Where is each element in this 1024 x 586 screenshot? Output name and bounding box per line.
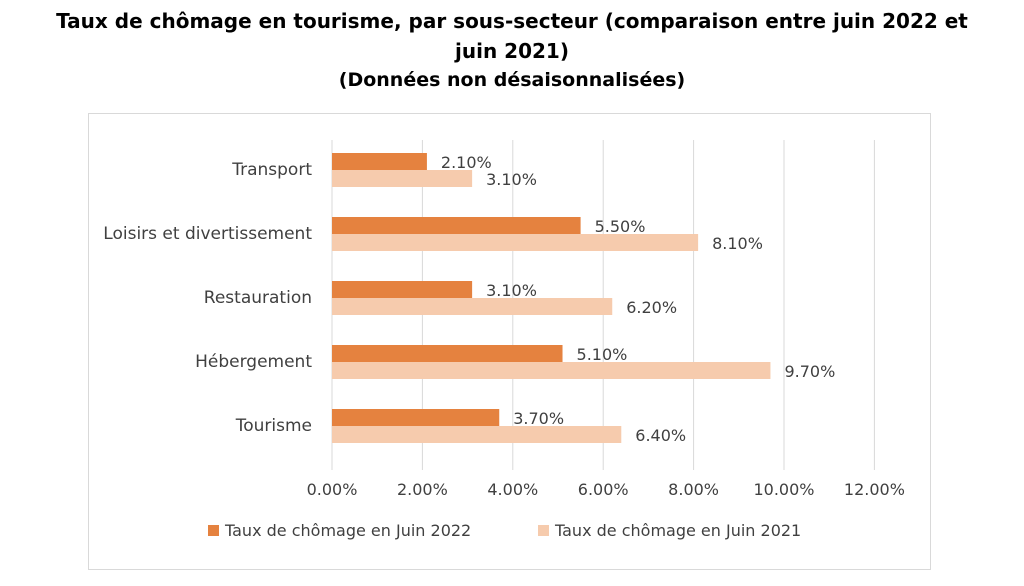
data-label-s0-c1: 5.50%	[595, 217, 646, 236]
bar-s0-c0	[332, 153, 427, 170]
x-tick-label-3: 6.00%	[578, 480, 629, 499]
bar-s0-c4	[332, 409, 500, 426]
category-label-1: Loisirs et divertissement	[103, 224, 312, 244]
x-tick-label-4: 8.00%	[668, 480, 719, 499]
chart-subtitle: (Données non désaisonnalisées)	[338, 69, 686, 91]
bar-s0-c1	[332, 217, 581, 234]
data-label-s1-c3: 9.70%	[784, 362, 835, 381]
category-label-2: Restauration	[204, 288, 312, 308]
legend-swatch-1	[538, 525, 549, 536]
x-tick-label-6: 12.00%	[844, 480, 905, 499]
bar-s1-c1	[332, 234, 699, 251]
data-label-s0-c0: 2.10%	[441, 153, 492, 172]
bar-s1-c2	[332, 298, 613, 315]
category-label-0: Transport	[231, 160, 312, 180]
x-tick-label-5: 10.00%	[753, 480, 814, 499]
bar-s0-c2	[332, 281, 473, 298]
x-tick-label-1: 2.00%	[397, 480, 448, 499]
x-tick-label-2: 4.00%	[487, 480, 538, 499]
legend-label-0: Taux de chômage en Juin 2022	[224, 521, 471, 540]
data-label-s0-c2: 3.10%	[486, 281, 537, 300]
chart-title: Taux de chômage en tourisme, par sous-se…	[0, 6, 1024, 94]
data-label-s1-c1: 8.10%	[712, 234, 763, 253]
category-label-4: Tourisme	[235, 416, 312, 436]
data-label-s1-c4: 6.40%	[635, 426, 686, 445]
legend-label-1: Taux de chômage en Juin 2021	[554, 521, 801, 540]
data-label-s1-c0: 3.10%	[486, 170, 537, 189]
bar-s1-c0	[332, 170, 473, 187]
data-label-s0-c4: 3.70%	[513, 409, 564, 428]
x-tick-label-0: 0.00%	[307, 480, 358, 499]
chart-title-line1: Taux de chômage en tourisme, par sous-se…	[56, 9, 968, 33]
data-label-s0-c3: 5.10%	[577, 345, 628, 364]
legend-swatch-0	[208, 525, 219, 536]
chart-title-line2: juin 2021)	[455, 39, 569, 63]
chart-frame	[88, 113, 931, 570]
bar-s1-c4	[332, 426, 622, 443]
bar-s0-c3	[332, 345, 563, 362]
data-label-s1-c2: 6.20%	[626, 298, 677, 317]
bar-s1-c3	[332, 362, 771, 379]
category-label-3: Hébergement	[195, 352, 312, 372]
